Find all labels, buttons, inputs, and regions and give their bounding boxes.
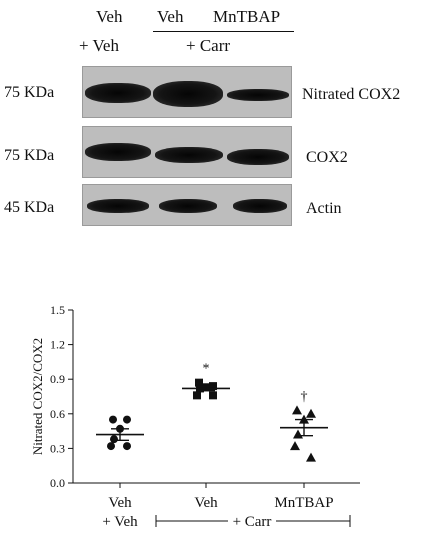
data-point (290, 441, 300, 451)
y-axis-label: Nitrated COX2/COX2 (30, 338, 45, 455)
blot-strip-cox2 (82, 126, 292, 178)
lane-header-3: MnTBAP (213, 7, 281, 26)
data-point (193, 391, 201, 400)
band (227, 89, 289, 101)
band (227, 149, 289, 165)
x-category-label: Veh (194, 495, 218, 511)
y-tick-label: 0.3 (50, 441, 65, 455)
data-point (292, 405, 302, 415)
carr-bracket-line (153, 31, 294, 32)
sub-header-veh: + Veh (79, 36, 119, 55)
blot-strip-nitrated-cox2 (82, 66, 292, 118)
band (85, 143, 151, 161)
mw-label-row-2: 75 KDa (4, 147, 55, 164)
x-category-label: MnTBAP (274, 495, 333, 511)
significance-mark: * (203, 362, 210, 377)
y-tick-label: 0.9 (50, 372, 65, 386)
lane-header-2: Veh (157, 7, 184, 26)
data-point (306, 408, 316, 418)
data-point (209, 391, 217, 400)
scatter-plot: 0.0 0.3 0.6 0.9 1.2 1.5 Nitrated COX2/COX2 Veh +… (30, 303, 360, 530)
data-point (306, 452, 316, 462)
band (153, 81, 223, 107)
band (87, 199, 149, 213)
y-tick-label: 1.2 (50, 338, 65, 352)
band-label-row-1: Nitrated COX2 (302, 86, 401, 103)
data-point (109, 415, 117, 424)
band (159, 199, 217, 213)
lane-header-1: Veh (96, 7, 123, 26)
data-point (123, 442, 131, 451)
y-tick-label: 1.5 (50, 303, 65, 317)
significance-mark: † (301, 389, 308, 404)
data-point (110, 435, 118, 444)
x-category-sublabel: + Veh (102, 514, 138, 530)
mw-label-row-3: 45 KDa (4, 199, 55, 216)
band-label-row-3: Actin (306, 200, 342, 217)
data-point (209, 382, 217, 391)
data-point (293, 429, 303, 439)
sub-header-carr: + Carr (186, 36, 231, 55)
carr-bracket-label: + Carr (233, 514, 272, 530)
band (85, 83, 151, 103)
x-category-label: Veh (108, 495, 132, 511)
y-tick-label: 0.0 (50, 476, 65, 490)
mw-label-row-1: 75 KDa (4, 84, 55, 101)
y-tick-label: 0.6 (50, 407, 65, 421)
band (155, 147, 223, 163)
data-point (195, 378, 203, 387)
data-point (123, 415, 131, 424)
data-point (107, 442, 115, 451)
band (233, 199, 287, 213)
band-label-row-2: COX2 (306, 149, 348, 166)
blot-strip-actin (82, 184, 292, 226)
